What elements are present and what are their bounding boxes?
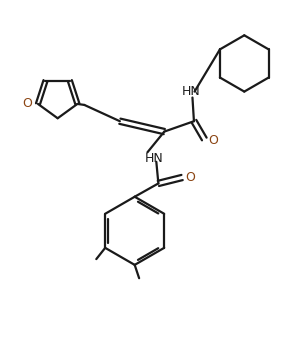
- Text: O: O: [186, 171, 196, 184]
- Text: O: O: [23, 98, 33, 110]
- Text: O: O: [208, 134, 218, 147]
- Text: HN: HN: [145, 152, 164, 165]
- Text: HN: HN: [182, 85, 201, 98]
